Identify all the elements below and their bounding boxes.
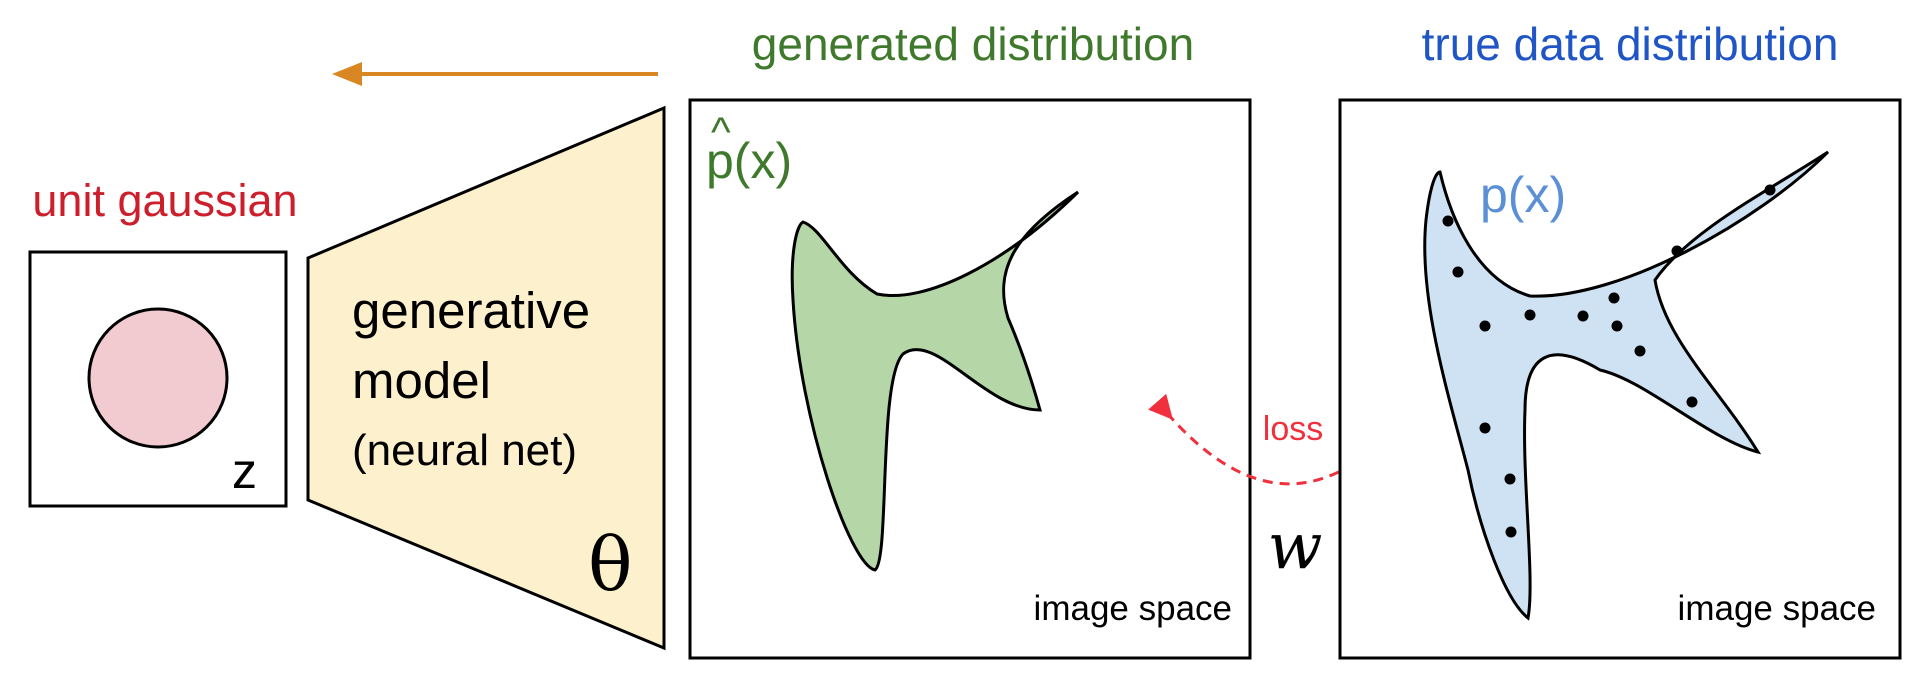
unit-gaussian-label: unit gaussian [32,175,297,226]
data-point [1479,422,1491,434]
z-label: z [232,443,257,499]
data-point [1577,310,1589,322]
image-space-label-generated: image space [1034,589,1232,628]
data-point [1608,292,1620,304]
data-point [1479,320,1491,332]
data-point [1686,396,1698,408]
generated-distribution-title: generated distribution [752,18,1194,70]
data-point [1452,266,1464,278]
model-label-line1: generative [352,282,590,339]
w-label: w [1268,510,1323,584]
data-point [1504,473,1516,485]
true-distribution-shape [1423,150,1830,621]
true-data-distribution-title: true data distribution [1422,18,1839,70]
true-image-space-box [1338,98,1902,660]
model-label-line3: (neural net) [352,426,577,475]
true-data-samples [1442,184,1776,538]
data-point [1442,215,1454,227]
generated-distribution-shape [790,190,1080,572]
theta-label: θ [588,522,633,608]
data-point [1611,320,1623,332]
p-x-label: p(x) [1480,167,1566,223]
generative-model-trapezoid [306,105,666,651]
data-point [1764,184,1776,196]
model-label-line2: model [352,352,491,409]
orange-arrow-head [332,62,362,86]
data-point [1634,345,1646,357]
p-hat-caret: ^ [711,108,731,155]
data-point [1524,309,1536,321]
data-point [1671,245,1683,257]
data-point [1505,526,1517,538]
p-hat-x-label: p(x) [706,133,792,189]
loss-label: loss [1263,410,1323,448]
image-space-label-true: image space [1678,589,1876,628]
unit-gaussian-circle [87,307,229,449]
